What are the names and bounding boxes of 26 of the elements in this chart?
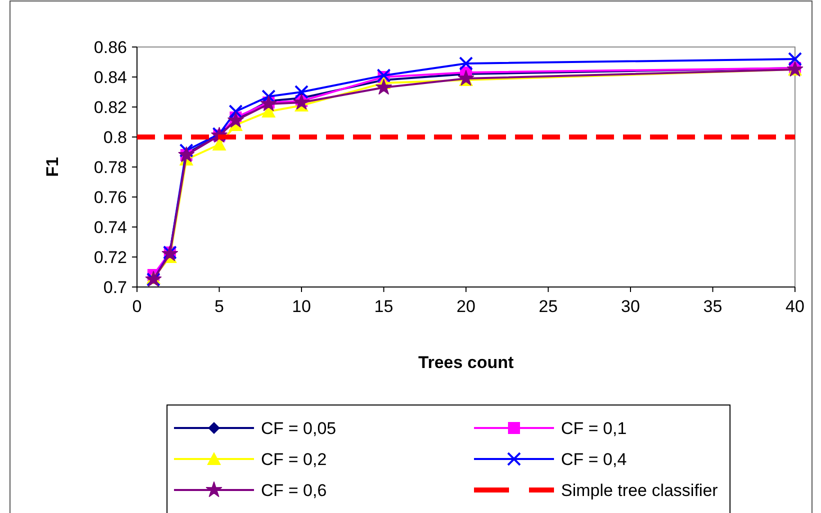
y-tick-label: 0.78 <box>94 158 127 177</box>
legend-label: Simple tree classifier <box>561 480 718 500</box>
x-tick-label: 25 <box>538 297 558 316</box>
y-axis-title: F1 <box>43 157 62 177</box>
x-tick-label: 15 <box>374 297 394 316</box>
y-tick-label: 0.84 <box>94 68 127 87</box>
legend-label: CF = 0,2 <box>261 450 327 469</box>
y-tick-label: 0.7 <box>103 278 127 297</box>
x-tick-label: 35 <box>703 297 722 316</box>
x-tick-label: 30 <box>621 297 640 316</box>
x-tick-label: 10 <box>292 297 311 316</box>
x-axis-title: Trees count <box>418 353 514 372</box>
y-tick-label: 0.76 <box>94 188 127 207</box>
y-tick-label: 0.72 <box>94 248 127 267</box>
y-tick-label: 0.82 <box>94 98 127 117</box>
legend-label: CF = 0,4 <box>561 450 627 469</box>
legend-label: CF = 0,05 <box>261 418 336 438</box>
x-tick-label: 40 <box>786 297 804 316</box>
x-tick-label: 0 <box>132 297 142 316</box>
legend-label: CF = 0,1 <box>561 418 627 438</box>
y-tick-label: 0.86 <box>94 38 127 57</box>
y-tick-label: 0.74 <box>94 218 127 237</box>
x-tick-label: 20 <box>456 297 476 316</box>
legend-label: CF = 0,6 <box>261 480 327 500</box>
x-tick-label: 5 <box>214 297 224 316</box>
y-tick-label: 0.8 <box>103 128 127 147</box>
